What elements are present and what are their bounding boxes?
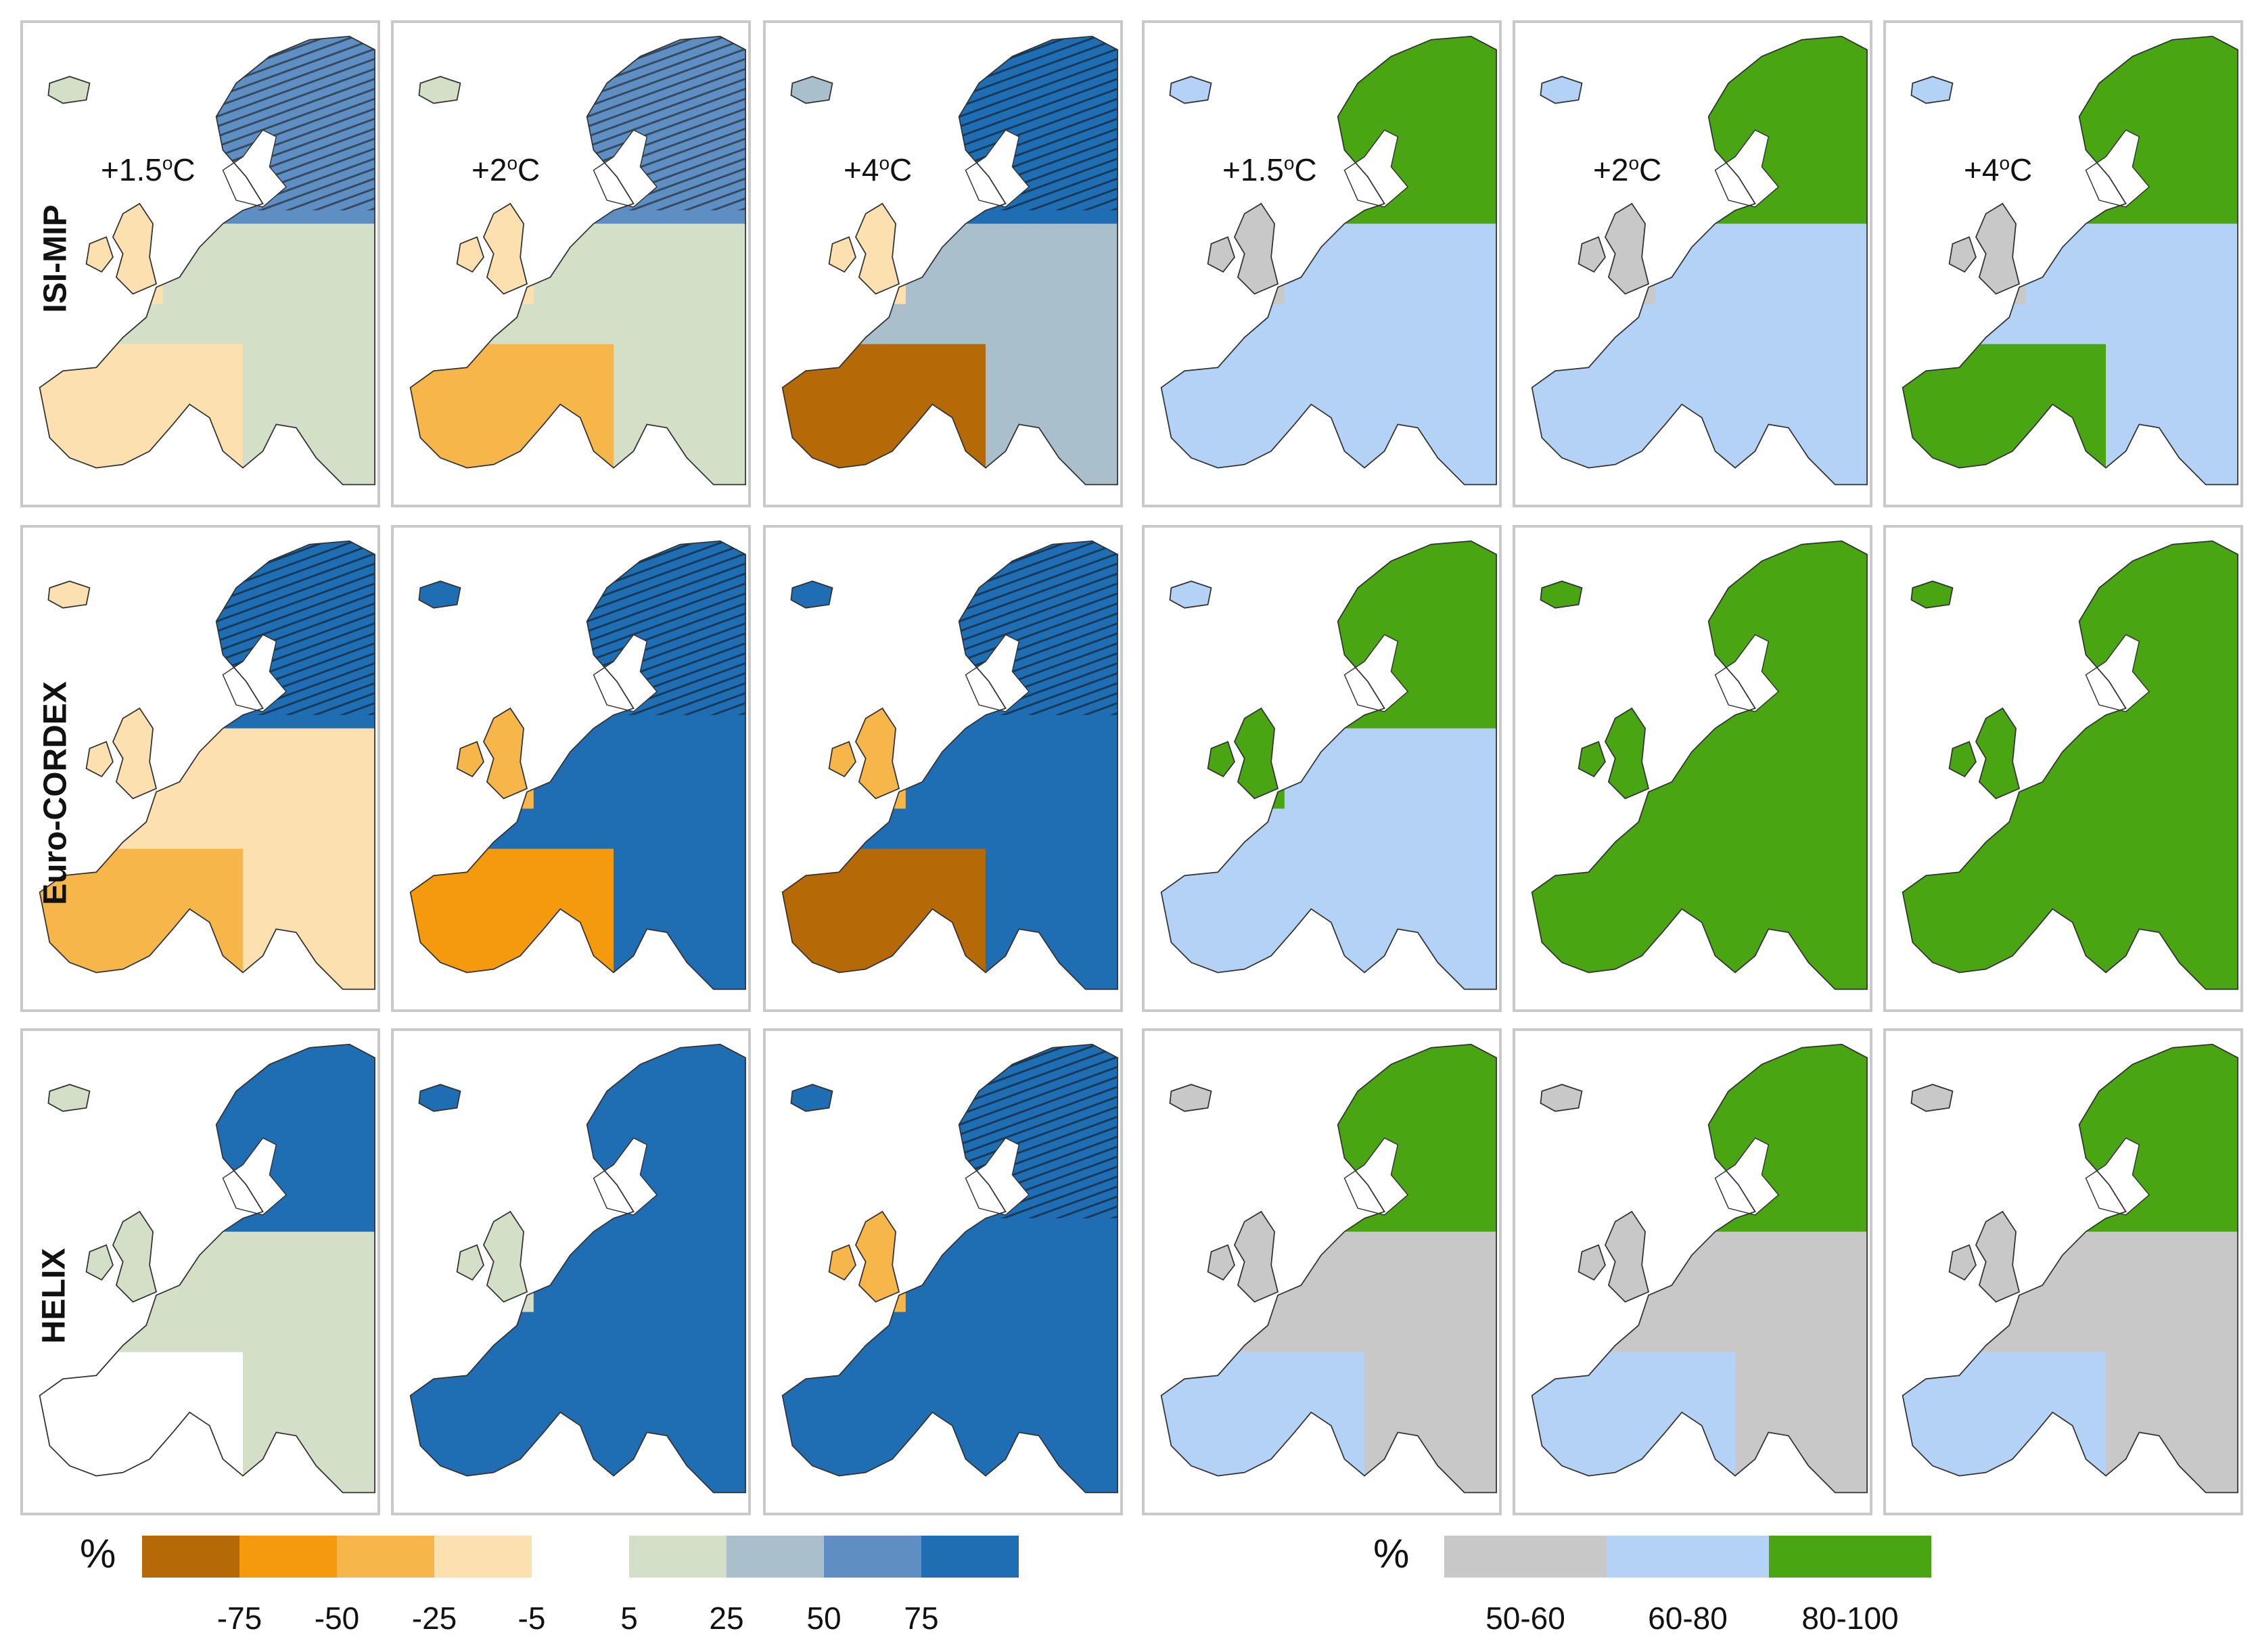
change-map-isimip-1: +2oC: [391, 20, 751, 507]
warming-level-label: +4oC: [844, 152, 913, 187]
agreement-legend-swatch: [1607, 1536, 1769, 1578]
change-map-isimip-0: +1.5oC: [20, 20, 380, 507]
change-map-helix-2: [763, 1028, 1123, 1515]
row-label-eurocordex: Euro-CORDEX: [37, 681, 74, 905]
change-legend-swatch: [434, 1536, 532, 1578]
warming-level-label: +4oC: [1964, 152, 2033, 187]
change-legend-swatch: [629, 1536, 727, 1578]
change-legend-swatch: [824, 1536, 921, 1578]
agreement-legend-label: 80-100: [1801, 1601, 1899, 1636]
change-map-helix-1: [391, 1028, 751, 1515]
row-label-isimip: ISI-MIP: [37, 204, 74, 313]
europe-map: [781, 1043, 1118, 1494]
change-map-eurocordex-1: [391, 525, 751, 1012]
europe-map: [39, 540, 375, 990]
warming-level-label: +2oC: [471, 152, 540, 187]
change-legend-swatch: [921, 1536, 1019, 1578]
europe-map: [1531, 540, 1868, 990]
agreement-map-eurocordex-1: [1513, 525, 1872, 1012]
europe-map: [409, 540, 746, 990]
change-map-eurocordex-2: [763, 525, 1123, 1012]
warming-level-label: +1.5oC: [1222, 152, 1317, 187]
europe-map: [781, 540, 1118, 990]
agreement-map-isimip-0: +1.5oC: [1142, 20, 1502, 507]
europe-map: [39, 35, 375, 486]
europe-map: [1902, 1043, 2238, 1494]
agreement-legend-swatch: [1444, 1536, 1607, 1578]
agreement-map-helix-2: [1883, 1028, 2243, 1515]
change-map-helix-0: [20, 1028, 380, 1515]
agreement-map-eurocordex-2: [1883, 525, 2243, 1012]
agreement-legend-label: 60-80: [1648, 1601, 1728, 1636]
change-legend-tick: 75: [904, 1601, 939, 1636]
change-map-isimip-2: +4oC: [763, 20, 1123, 507]
change-legend-tick: -25: [411, 1601, 457, 1636]
europe-map: [409, 35, 746, 486]
europe-map: [1531, 35, 1868, 486]
change-legend-title: %: [80, 1531, 116, 1576]
change-legend-tick: 5: [620, 1601, 638, 1636]
change-legend-swatch: [532, 1536, 629, 1578]
change-legend-swatch: [337, 1536, 434, 1578]
warming-level-label: +2oC: [1593, 152, 1662, 187]
agreement-map-isimip-1: +2oC: [1513, 20, 1872, 507]
europe-map: [1902, 540, 2238, 990]
warming-level-label: +1.5oC: [101, 152, 195, 187]
change-legend-tick: -50: [314, 1601, 360, 1636]
agreement-legend-title: %: [1373, 1531, 1410, 1576]
change-legend-tick: -75: [216, 1601, 262, 1636]
agreement-map-helix-0: [1142, 1028, 1502, 1515]
europe-map: [39, 1043, 375, 1494]
change-legend-tick: 25: [709, 1601, 744, 1636]
change-legend-swatch: [727, 1536, 824, 1578]
change-legend-tick: 50: [806, 1601, 842, 1636]
europe-map: [1160, 35, 1497, 486]
row-label-helix: HELIX: [36, 1247, 72, 1344]
europe-map: [1160, 540, 1497, 990]
europe-map: [1531, 1043, 1868, 1494]
change-map-eurocordex-0: [20, 525, 380, 1012]
europe-map: [1902, 35, 2238, 486]
agreement-map-isimip-2: +4oC: [1883, 20, 2243, 507]
europe-map: [781, 35, 1118, 486]
europe-map: [409, 1043, 746, 1494]
agreement-map-helix-1: [1513, 1028, 1872, 1515]
agreement-legend-swatch: [1769, 1536, 1931, 1578]
agreement-map-eurocordex-0: [1142, 525, 1502, 1012]
europe-map: [1160, 1043, 1497, 1494]
agreement-legend-label: 50-60: [1486, 1601, 1565, 1636]
change-legend-tick: -5: [517, 1601, 546, 1636]
change-legend-swatch: [239, 1536, 337, 1578]
change-legend-swatch: [142, 1536, 239, 1578]
